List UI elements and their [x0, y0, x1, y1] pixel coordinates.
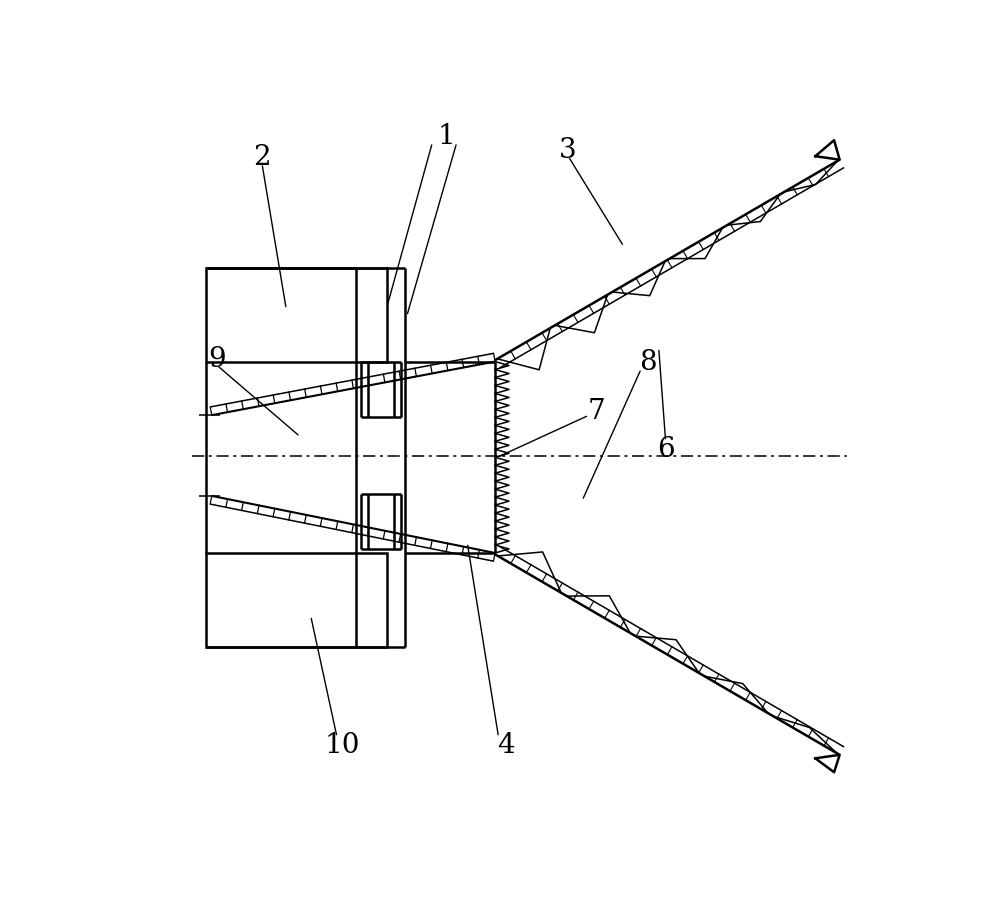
Polygon shape [815, 755, 840, 772]
Text: 1: 1 [437, 123, 455, 150]
Text: 8: 8 [639, 349, 657, 376]
Text: 9: 9 [208, 345, 225, 372]
Text: 3: 3 [559, 136, 577, 163]
Text: 2: 2 [253, 144, 271, 171]
Bar [206, 554, 387, 647]
Bar [206, 268, 387, 362]
Text: 10: 10 [324, 731, 360, 758]
Polygon shape [815, 141, 840, 161]
Text: 6: 6 [657, 435, 674, 462]
Text: 7: 7 [587, 397, 605, 424]
Text: 4: 4 [497, 731, 514, 758]
